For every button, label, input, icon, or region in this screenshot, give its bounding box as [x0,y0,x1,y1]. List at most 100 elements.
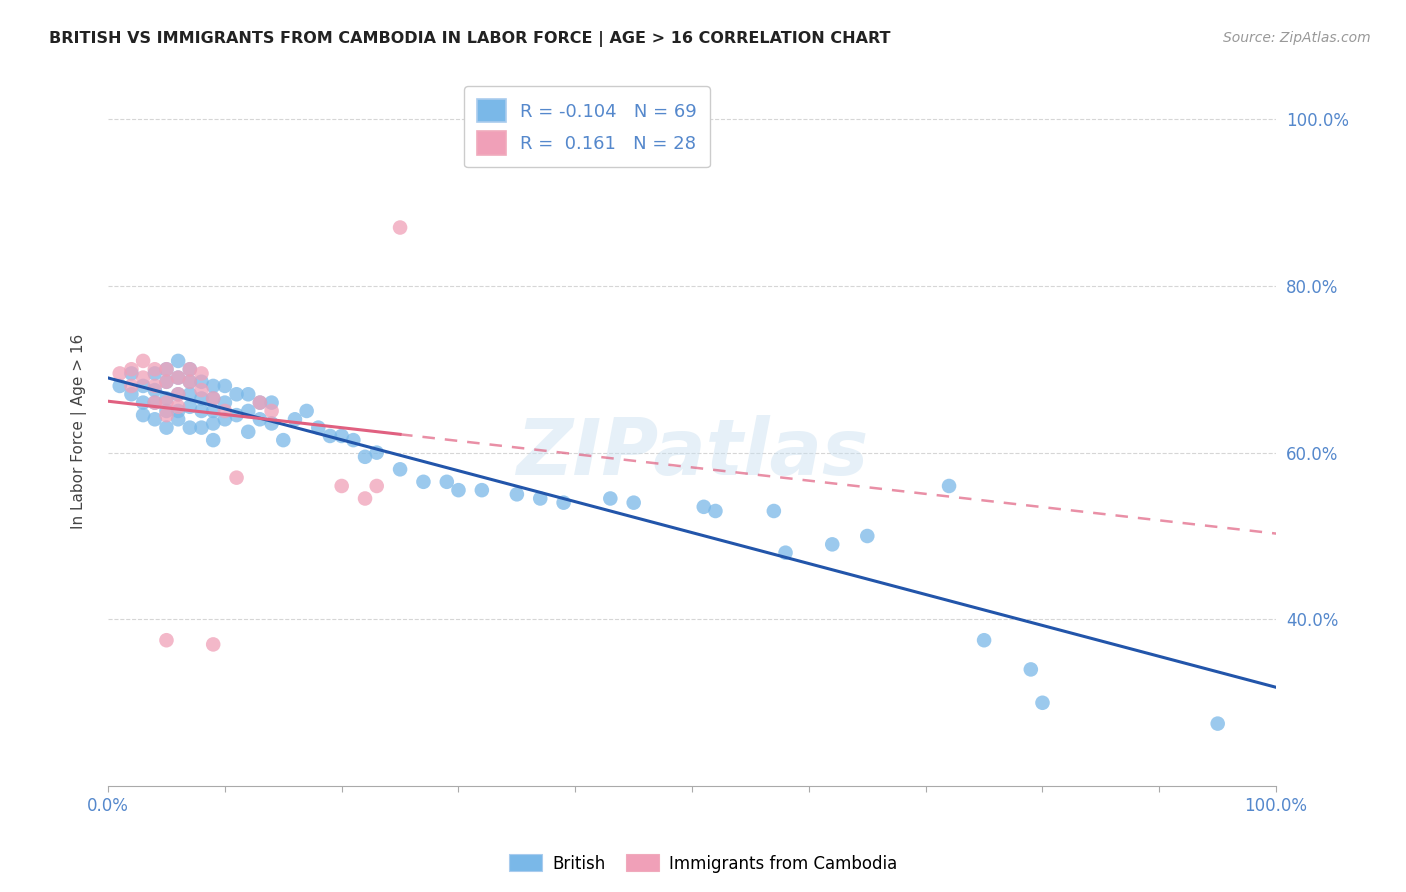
Point [238,404,260,418]
Point [120,387,142,401]
Point [599,491,621,506]
Point [155,375,177,389]
Point [225,387,247,401]
Point [155,633,177,648]
Point [271,433,294,447]
Point [704,504,727,518]
Point [179,375,201,389]
Point [238,425,260,439]
Point [190,383,212,397]
Point [179,400,201,414]
Point [155,362,177,376]
Point [155,408,177,422]
Point [167,387,190,401]
Point [821,537,844,551]
Point [155,392,177,406]
Point [1019,662,1042,676]
Point [307,420,329,434]
Point [167,404,190,418]
Point [214,404,236,418]
Point [167,354,190,368]
Point [190,420,212,434]
Point [143,395,166,409]
Point [330,479,353,493]
Legend: British, Immigrants from Cambodia: British, Immigrants from Cambodia [502,847,904,880]
Point [295,404,318,418]
Point [202,637,225,651]
Point [132,379,155,393]
Point [471,483,494,498]
Point [762,504,785,518]
Point [190,392,212,406]
Point [1206,716,1229,731]
Point [436,475,458,489]
Point [167,400,190,414]
Point [973,633,995,648]
Point [214,412,236,426]
Point [132,395,155,409]
Point [120,362,142,376]
Point [190,375,212,389]
Point [202,392,225,406]
Point [155,375,177,389]
Point [120,367,142,381]
Point [319,429,342,443]
Point [249,395,271,409]
Text: Source: ZipAtlas.com: Source: ZipAtlas.com [1223,31,1371,45]
Point [202,404,225,418]
Point [167,412,190,426]
Point [179,362,201,376]
Point [260,395,283,409]
Point [214,395,236,409]
Point [342,433,364,447]
Point [354,450,377,464]
Point [155,404,177,418]
Point [167,387,190,401]
Point [143,383,166,397]
Text: ZIPatlas: ZIPatlas [516,415,869,491]
Point [856,529,879,543]
Point [225,408,247,422]
Point [366,445,388,459]
Point [132,408,155,422]
Point [225,470,247,484]
Point [190,404,212,418]
Point [132,370,155,384]
Point [693,500,716,514]
Point [389,462,412,476]
Point [167,370,190,384]
Legend: R = -0.104   N = 69, R =  0.161   N = 28: R = -0.104 N = 69, R = 0.161 N = 28 [464,87,710,167]
Point [155,395,177,409]
Point [1031,696,1053,710]
Point [202,417,225,431]
Point [155,420,177,434]
Point [179,387,201,401]
Point [190,367,212,381]
Point [260,417,283,431]
Point [202,392,225,406]
Point [108,367,131,381]
Point [249,395,271,409]
Point [179,375,201,389]
Point [143,412,166,426]
Point [389,220,412,235]
Point [529,491,551,506]
Point [143,367,166,381]
Point [938,479,960,493]
Point [447,483,470,498]
Point [214,379,236,393]
Point [354,491,377,506]
Point [260,404,283,418]
Point [238,387,260,401]
Point [120,379,142,393]
Point [775,546,797,560]
Point [143,395,166,409]
Point [179,420,201,434]
Point [366,479,388,493]
Point [249,412,271,426]
Point [412,475,434,489]
Point [623,496,645,510]
Text: BRITISH VS IMMIGRANTS FROM CAMBODIA IN LABOR FORCE | AGE > 16 CORRELATION CHART: BRITISH VS IMMIGRANTS FROM CAMBODIA IN L… [49,31,891,47]
Point [155,362,177,376]
Point [179,362,201,376]
